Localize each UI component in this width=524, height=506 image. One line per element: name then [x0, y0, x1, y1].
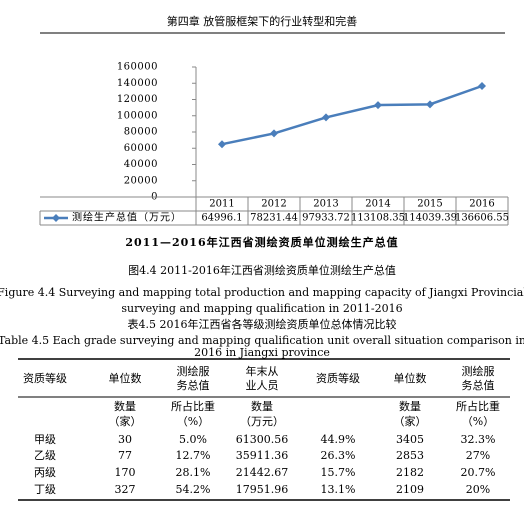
data-table-value: 114039.39: [403, 213, 457, 224]
y-tick-label: 160000: [117, 62, 158, 73]
data-point: [218, 140, 226, 149]
table-cell: 12.7%: [176, 449, 211, 462]
table-cell: 20%: [466, 483, 490, 496]
table-cell: 丙级: [34, 466, 56, 479]
table-cell: 所占比重（%）: [171, 399, 215, 428]
table-cell: 26.3%: [321, 449, 356, 462]
table-cell: 测绘服务总值: [462, 364, 495, 392]
table-cell: 2182: [396, 466, 424, 479]
data-table-value: 113108.35: [351, 213, 405, 224]
table-cell: 数量（家）: [109, 400, 142, 428]
data-table-value: 136606.55: [455, 213, 509, 224]
table-cell: 170: [115, 466, 136, 479]
table-cell: 20.7%: [461, 466, 496, 479]
table-cell: 数量（万元）: [240, 400, 284, 428]
data-point: [426, 100, 434, 109]
table-cell: 资质等级: [23, 371, 67, 385]
y-tick-label: 60000: [124, 143, 158, 154]
table-cell: 5.0%: [179, 433, 207, 446]
x-tick-label: 2012: [261, 199, 286, 210]
running-header: 第四章 放管服框架下的行业转型和完善: [167, 14, 358, 28]
table-cell: 27%: [466, 449, 490, 462]
table-cell: 17951.96: [236, 483, 289, 496]
data-table-value: 97933.72: [302, 213, 350, 224]
table-cell: 甲级: [34, 433, 56, 446]
figure-caption-en: surveying and mapping qualification in 2…: [121, 302, 402, 315]
table-cell: 32.3%: [461, 433, 496, 446]
table-cell: 77: [118, 449, 132, 462]
table-cell: 15.7%: [321, 466, 356, 479]
figure-caption: 图4.4 2011-2016年江西省测绘资质单位测绘生产总值: [128, 263, 396, 277]
table-cell: 21442.67: [236, 466, 289, 479]
y-tick-label: 40000: [124, 159, 158, 170]
x-tick-label: 2011: [209, 199, 234, 210]
x-tick-label: 2013: [313, 199, 338, 210]
table-cell: 所占比重（%）: [456, 399, 500, 428]
legend-label: 测绘生产总值（万元）: [72, 211, 182, 224]
data-point: [270, 129, 278, 138]
table-caption: 表4.5 2016年江西省各等级测绘资质单位总体情况比较: [128, 317, 397, 331]
table-cell: 327: [115, 483, 136, 496]
x-tick-label: 2015: [417, 199, 442, 210]
table-cell: 资质等级: [316, 371, 360, 385]
x-tick-label: 2014: [365, 199, 390, 210]
table-cell: 丁级: [34, 483, 56, 496]
legend-marker: [52, 214, 60, 222]
data-table-value: 78231.44: [250, 213, 298, 224]
table-cell: 13.1%: [321, 483, 356, 496]
data-point: [374, 101, 382, 110]
data-line: [221, 84, 483, 146]
chart-title: 2011—2016年江西省测绘资质单位测绘生产总值: [125, 235, 398, 249]
table-cell: 单位数: [394, 371, 427, 385]
y-tick-label: 140000: [117, 78, 158, 89]
y-tick-label: 80000: [124, 127, 158, 138]
table-cell: 35911.36: [236, 449, 289, 462]
table-cell: 28.1%: [176, 466, 211, 479]
table-cell: 乙级: [34, 449, 56, 462]
y-tick-label: 100000: [117, 110, 158, 121]
data-table-value: 64996.1: [201, 213, 242, 224]
data-point: [322, 113, 330, 122]
table-cell: 61300.56: [236, 433, 289, 446]
table-caption-en: Table 4.5 Each grade surveying and mappi…: [0, 334, 524, 347]
table-cell: 44.9%: [321, 433, 356, 446]
y-tick-label: 20000: [124, 175, 158, 186]
table-cell: 3405: [396, 433, 424, 446]
table-caption-en: 2016 in Jiangxi province: [194, 346, 330, 359]
table-cell: 2109: [396, 483, 424, 496]
y-tick-label: 120000: [117, 94, 158, 105]
table-cell: 2853: [396, 449, 424, 462]
table-cell: 单位数: [109, 371, 142, 385]
table-cell: 数量（家）: [394, 400, 427, 428]
data-point: [478, 82, 486, 91]
table-cell: 年末从业人员: [246, 364, 279, 392]
table-cell: 30: [118, 433, 132, 446]
x-tick-label: 2016: [469, 199, 494, 210]
table-cell: 测绘服务总值: [177, 364, 210, 392]
figure-caption-en: Figure 4.4 Surveying and mapping total p…: [0, 286, 524, 299]
table-cell: 54.2%: [176, 483, 211, 496]
